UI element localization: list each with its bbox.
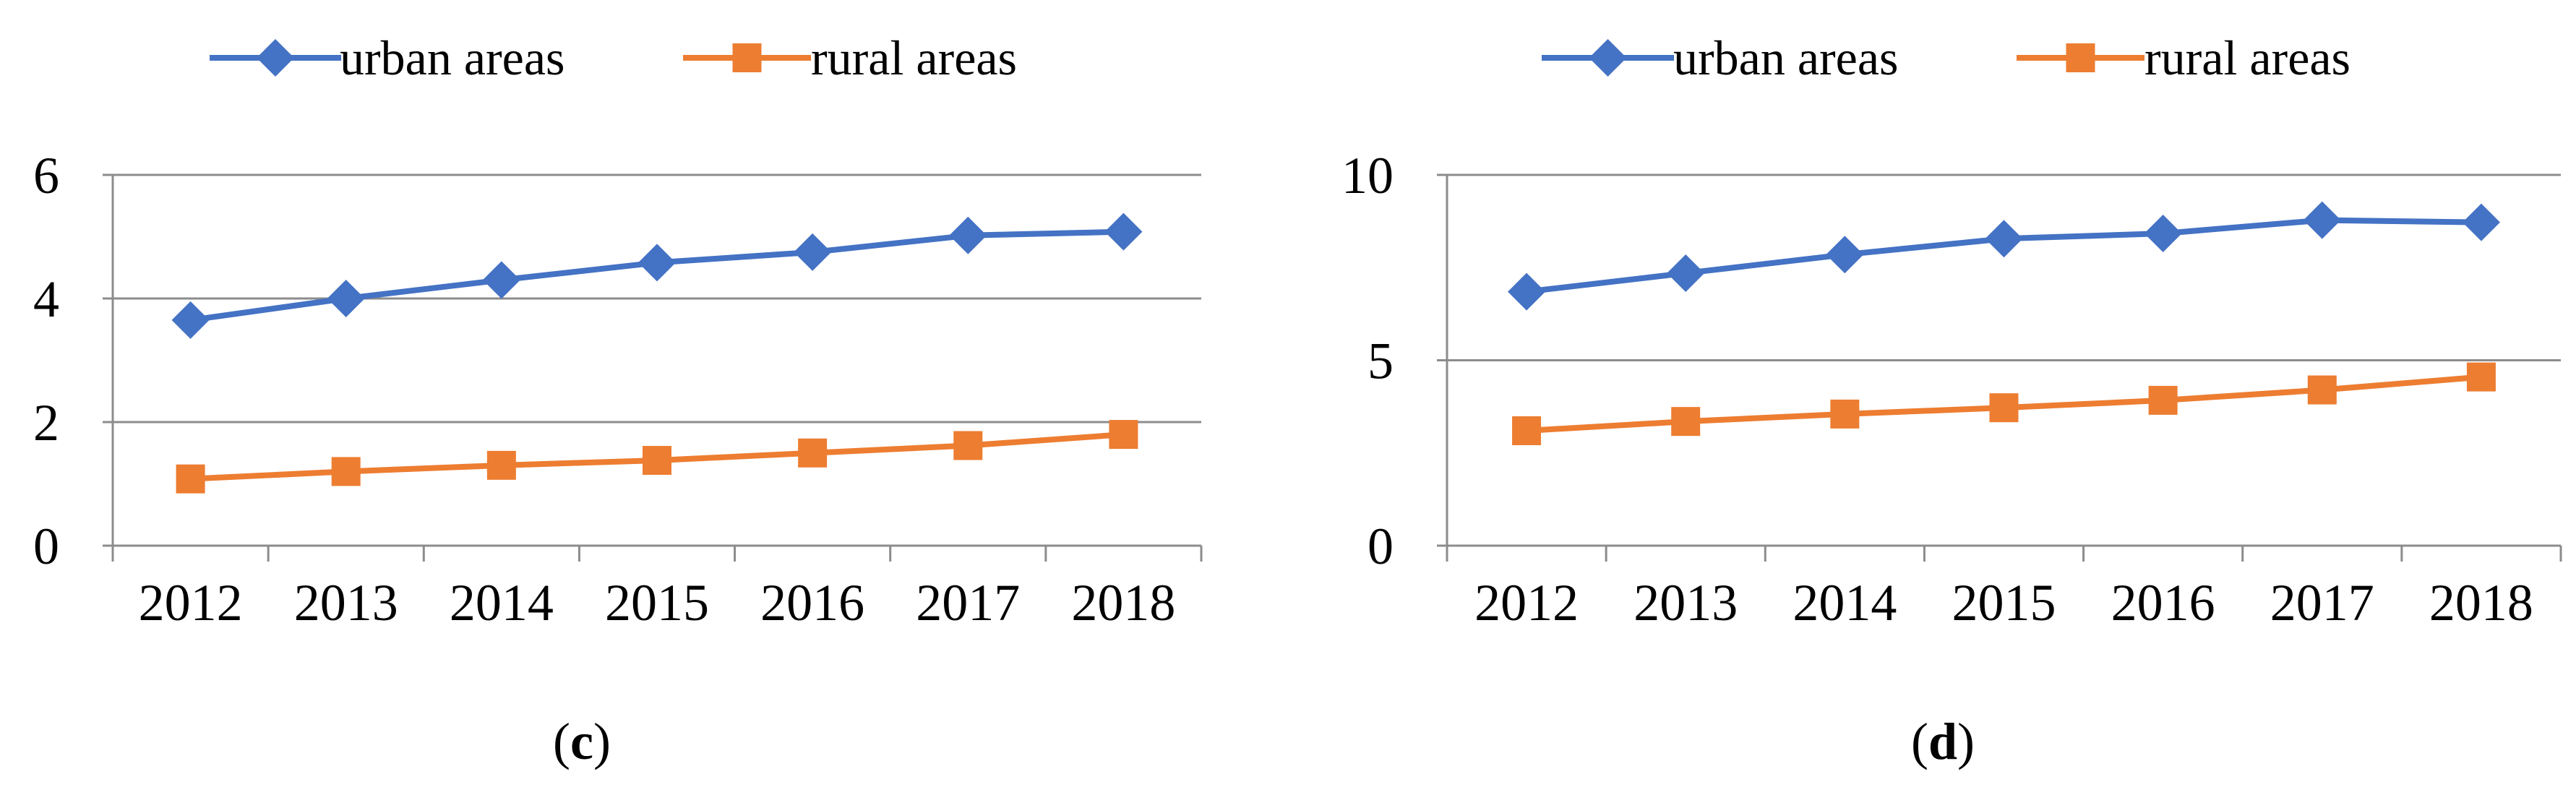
y-tick-label: 0 [1368,517,1394,575]
data-point-urban-2013 [327,280,365,317]
chart-c: urban areas rural areas 0 2 4 6 2012 2013 2014 20… [33,30,1203,770]
panel-caption: (c) [553,713,611,770]
data-point-rural-2014 [1830,399,1860,429]
legend-square-marker [732,43,762,72]
series-urban [171,212,1143,339]
data-point-urban-2017 [2303,201,2341,239]
y-tick-label: 6 [33,147,59,205]
data-point-rural-2012 [176,464,205,494]
x-tick-label: 2018 [2429,574,2533,632]
y-tick-label: 2 [33,394,59,452]
chart-d: urban areas rural areas 0 5 10 2012 2013 2014 20… [1341,30,2562,770]
data-point-urban-2015 [638,244,676,282]
data-point-urban-2018 [1104,212,1143,251]
data-point-urban-2014 [482,261,520,299]
legend-item-rural: rural areas [683,30,1017,85]
panel-caption: (d) [1911,713,1975,770]
series-urban [1508,201,2500,311]
legend-item-rural: rural areas [2017,30,2350,85]
data-point-rural-2018 [1109,420,1138,450]
data-point-urban-2014 [1826,236,1864,274]
legend-square-marker [2066,43,2095,72]
legend-diamond-marker [257,39,294,77]
x-tick-label: 2016 [760,574,864,632]
x-tick-label: 2015 [605,574,709,632]
x-tick-label: 2014 [450,574,554,632]
data-point-rural-2012 [1512,416,1542,445]
data-point-rural-2015 [643,446,671,476]
x-tick-label: 2012 [139,574,243,632]
data-point-rural-2015 [1989,393,2019,423]
y-tick-label: 10 [1341,147,1394,205]
y-tick-label: 5 [1368,332,1394,390]
data-point-urban-2018 [2462,203,2500,241]
legend-label: urban areas [1673,30,1898,85]
caption-letter: d [1928,713,1957,770]
data-point-rural-2017 [2307,375,2337,405]
legend-item-urban: urban areas [210,30,564,85]
data-point-urban-2017 [949,216,987,254]
data-point-urban-2012 [1508,272,1546,311]
caption-letter: c [570,713,593,770]
x-tick-label: 2018 [1071,574,1175,632]
legend-label: rural areas [2144,30,2350,85]
legend-label: rural areas [811,30,1017,85]
x-tick-label: 2012 [1474,574,1579,632]
data-point-rural-2018 [2466,362,2496,392]
data-point-rural-2016 [798,438,828,468]
x-tick-label: 2017 [2270,574,2374,632]
data-point-rural-2014 [486,450,516,480]
data-point-rural-2017 [953,431,983,460]
data-point-urban-2015 [1985,220,2023,258]
x-tick-label: 2016 [2111,574,2215,632]
data-point-rural-2013 [331,457,361,486]
data-point-rural-2016 [2148,385,2178,415]
legend: urban areas rural areas [210,30,1017,85]
x-tick-label: 2015 [1952,574,2056,632]
data-point-urban-2013 [1667,254,1705,292]
data-point-urban-2016 [2144,215,2182,253]
legend-diamond-marker [1589,39,1627,77]
data-point-rural-2013 [1671,407,1701,437]
x-tick-label: 2013 [1633,574,1738,632]
x-tick-label: 2013 [294,574,398,632]
series-rural [1512,362,2496,445]
x-tick-label: 2017 [916,574,1020,632]
x-tick-label: 2014 [1793,574,1897,632]
data-point-urban-2012 [171,301,210,339]
y-tick-label: 4 [33,270,59,328]
data-point-urban-2016 [794,233,832,271]
y-tick-label: 0 [33,517,59,575]
series-rural [176,420,1138,494]
legend-item-urban: urban areas [1542,30,1898,85]
legend-label: urban areas [340,30,564,85]
legend: urban areas rural areas [1542,30,2350,85]
